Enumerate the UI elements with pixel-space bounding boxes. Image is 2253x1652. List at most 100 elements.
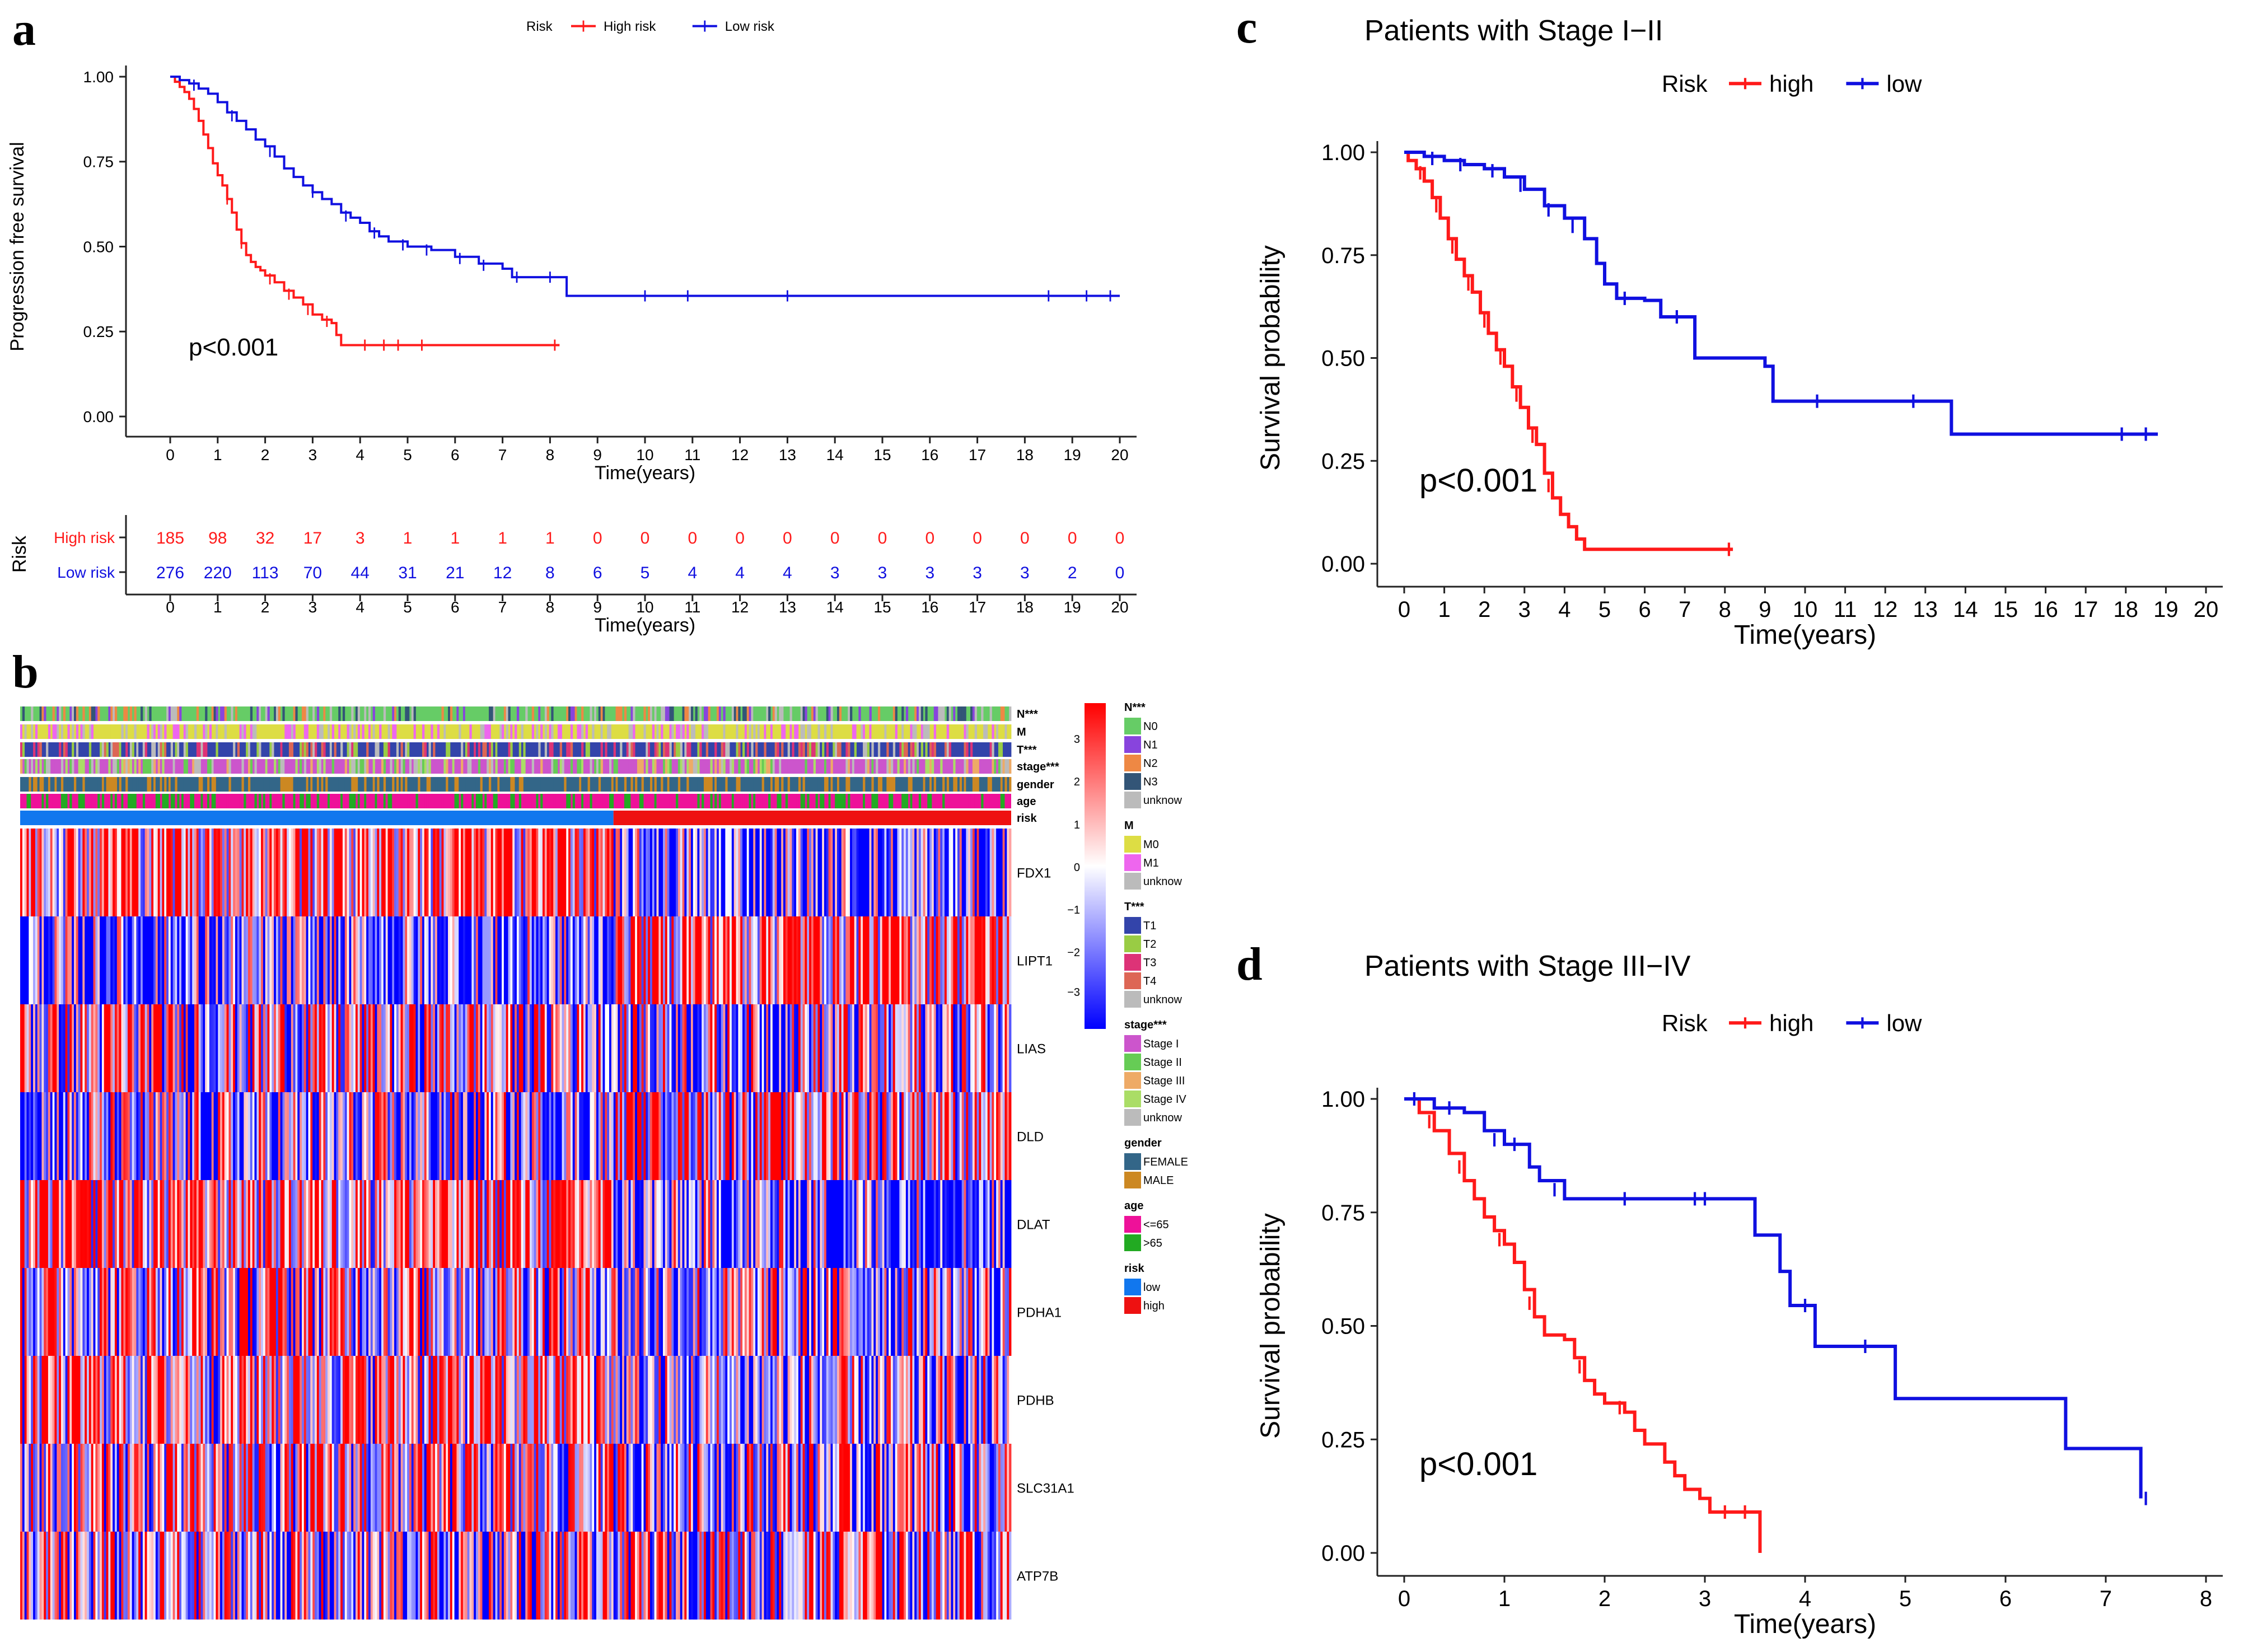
annotation-cell [710, 794, 713, 808]
annotation-cell [220, 777, 223, 792]
heatmap-cell [914, 1268, 917, 1356]
annotation-cell [329, 777, 333, 792]
heatmap-cell [342, 1092, 345, 1180]
heatmap-cell [104, 1268, 106, 1356]
heatmap-cell [740, 829, 743, 916]
annotation-cell [864, 724, 868, 739]
heatmap-cell [475, 1268, 479, 1356]
heatmap-cell [459, 1092, 461, 1180]
heatmap-cell [805, 1180, 807, 1268]
annotation-cell [325, 706, 328, 721]
heatmap-cell [837, 1004, 840, 1092]
heatmap-cell [315, 1356, 317, 1444]
heatmap-cell [951, 916, 953, 1004]
annotation-cell [97, 777, 100, 792]
heatmap-cell [542, 1092, 545, 1180]
heatmap-cell [749, 1180, 751, 1268]
heatmap-cell [226, 1004, 229, 1092]
heatmap-cell [203, 1180, 205, 1268]
annotation-cell [149, 759, 152, 774]
heatmap-cell [76, 1180, 79, 1268]
heatmap-cell [338, 1356, 341, 1444]
heatmap-cell [703, 1004, 707, 1092]
annotation-cell [815, 742, 818, 757]
heatmap-cell [987, 1004, 990, 1092]
heatmap-cell [241, 1092, 244, 1180]
heatmap-cell [740, 1092, 743, 1180]
annotation-cell [462, 706, 466, 721]
heatmap-cell [540, 829, 543, 916]
heatmap-cell [503, 916, 507, 1004]
annotation-cell [730, 759, 732, 774]
heatmap-cell [200, 1004, 203, 1092]
annotation-cell [594, 759, 597, 774]
heatmap-cell [815, 1004, 818, 1092]
heatmap-cell [132, 829, 134, 916]
heatmap-cell [833, 1092, 835, 1180]
heatmap-cell [974, 1092, 977, 1180]
heatmap-cell [730, 1268, 732, 1356]
annotation-cell [669, 724, 672, 739]
heatmap-cell [824, 1004, 827, 1092]
heatmap-cell [731, 916, 735, 1004]
x-tick-label: 7 [498, 446, 507, 464]
heatmap-cell [959, 1180, 962, 1268]
annotation-cell [789, 724, 792, 739]
heatmap-cell [590, 1004, 592, 1092]
heatmap-cell [837, 829, 840, 916]
annotation-cell [1002, 777, 1005, 792]
heatmap-cell [813, 1092, 816, 1180]
heatmap-cell [484, 829, 487, 916]
heatmap-cell [605, 916, 607, 1004]
heatmap-cell [828, 1268, 831, 1356]
annotation-cell [648, 794, 651, 808]
heatmap-cell [848, 1180, 850, 1268]
heatmap-cell [72, 1004, 74, 1092]
heatmap-cell [263, 1180, 266, 1268]
annotation-cell [435, 777, 438, 792]
annotation-cell [974, 706, 977, 721]
annotation-cell [538, 706, 541, 721]
heatmap-cell [964, 1004, 966, 1092]
annotation-cell [287, 706, 289, 721]
heatmap-cell [467, 829, 470, 916]
heatmap-cell [144, 1180, 147, 1268]
heatmap-cell [955, 1356, 958, 1444]
heatmap-cell [917, 1180, 919, 1268]
heatmap-cell [151, 916, 154, 1004]
annotation-cell [198, 777, 201, 792]
annotation-cell [611, 724, 614, 739]
annotation-cell [559, 759, 562, 774]
annotation-cell [669, 777, 672, 792]
heatmap-cell [168, 829, 171, 916]
annotation-cell [908, 742, 910, 757]
heatmap-cell [730, 1356, 732, 1444]
annotation-cell [723, 759, 726, 774]
annotation-cell [948, 794, 951, 808]
heatmap-cell [996, 1268, 999, 1356]
heatmap-cell [499, 1092, 502, 1180]
heatmap-cell [809, 916, 812, 1004]
heatmap-cell [796, 1356, 799, 1444]
heatmap-cell [850, 916, 853, 1004]
heatmap-cell [46, 1092, 49, 1180]
annotation-cell [24, 777, 27, 792]
heatmap-cell [861, 1268, 863, 1356]
heatmap-cell [65, 1268, 68, 1356]
annotation-cell [125, 706, 128, 721]
annotation-cell [164, 794, 167, 808]
heatmap-cell [585, 1092, 588, 1180]
heatmap-cell [465, 1356, 468, 1444]
heatmap-cell [26, 1356, 29, 1444]
heatmap-cell [699, 829, 702, 916]
heatmap-cell [321, 916, 324, 1004]
heatmap-cell [172, 829, 175, 916]
heatmap-cell [682, 916, 685, 1004]
heatmap-cell [443, 1268, 446, 1356]
annotation-cell [992, 742, 994, 757]
annotation-cell [830, 794, 833, 808]
heatmap-cell [125, 829, 128, 916]
annotation-cell [800, 706, 803, 721]
annotation-cell [566, 706, 569, 721]
heatmap-cell [114, 1180, 118, 1268]
